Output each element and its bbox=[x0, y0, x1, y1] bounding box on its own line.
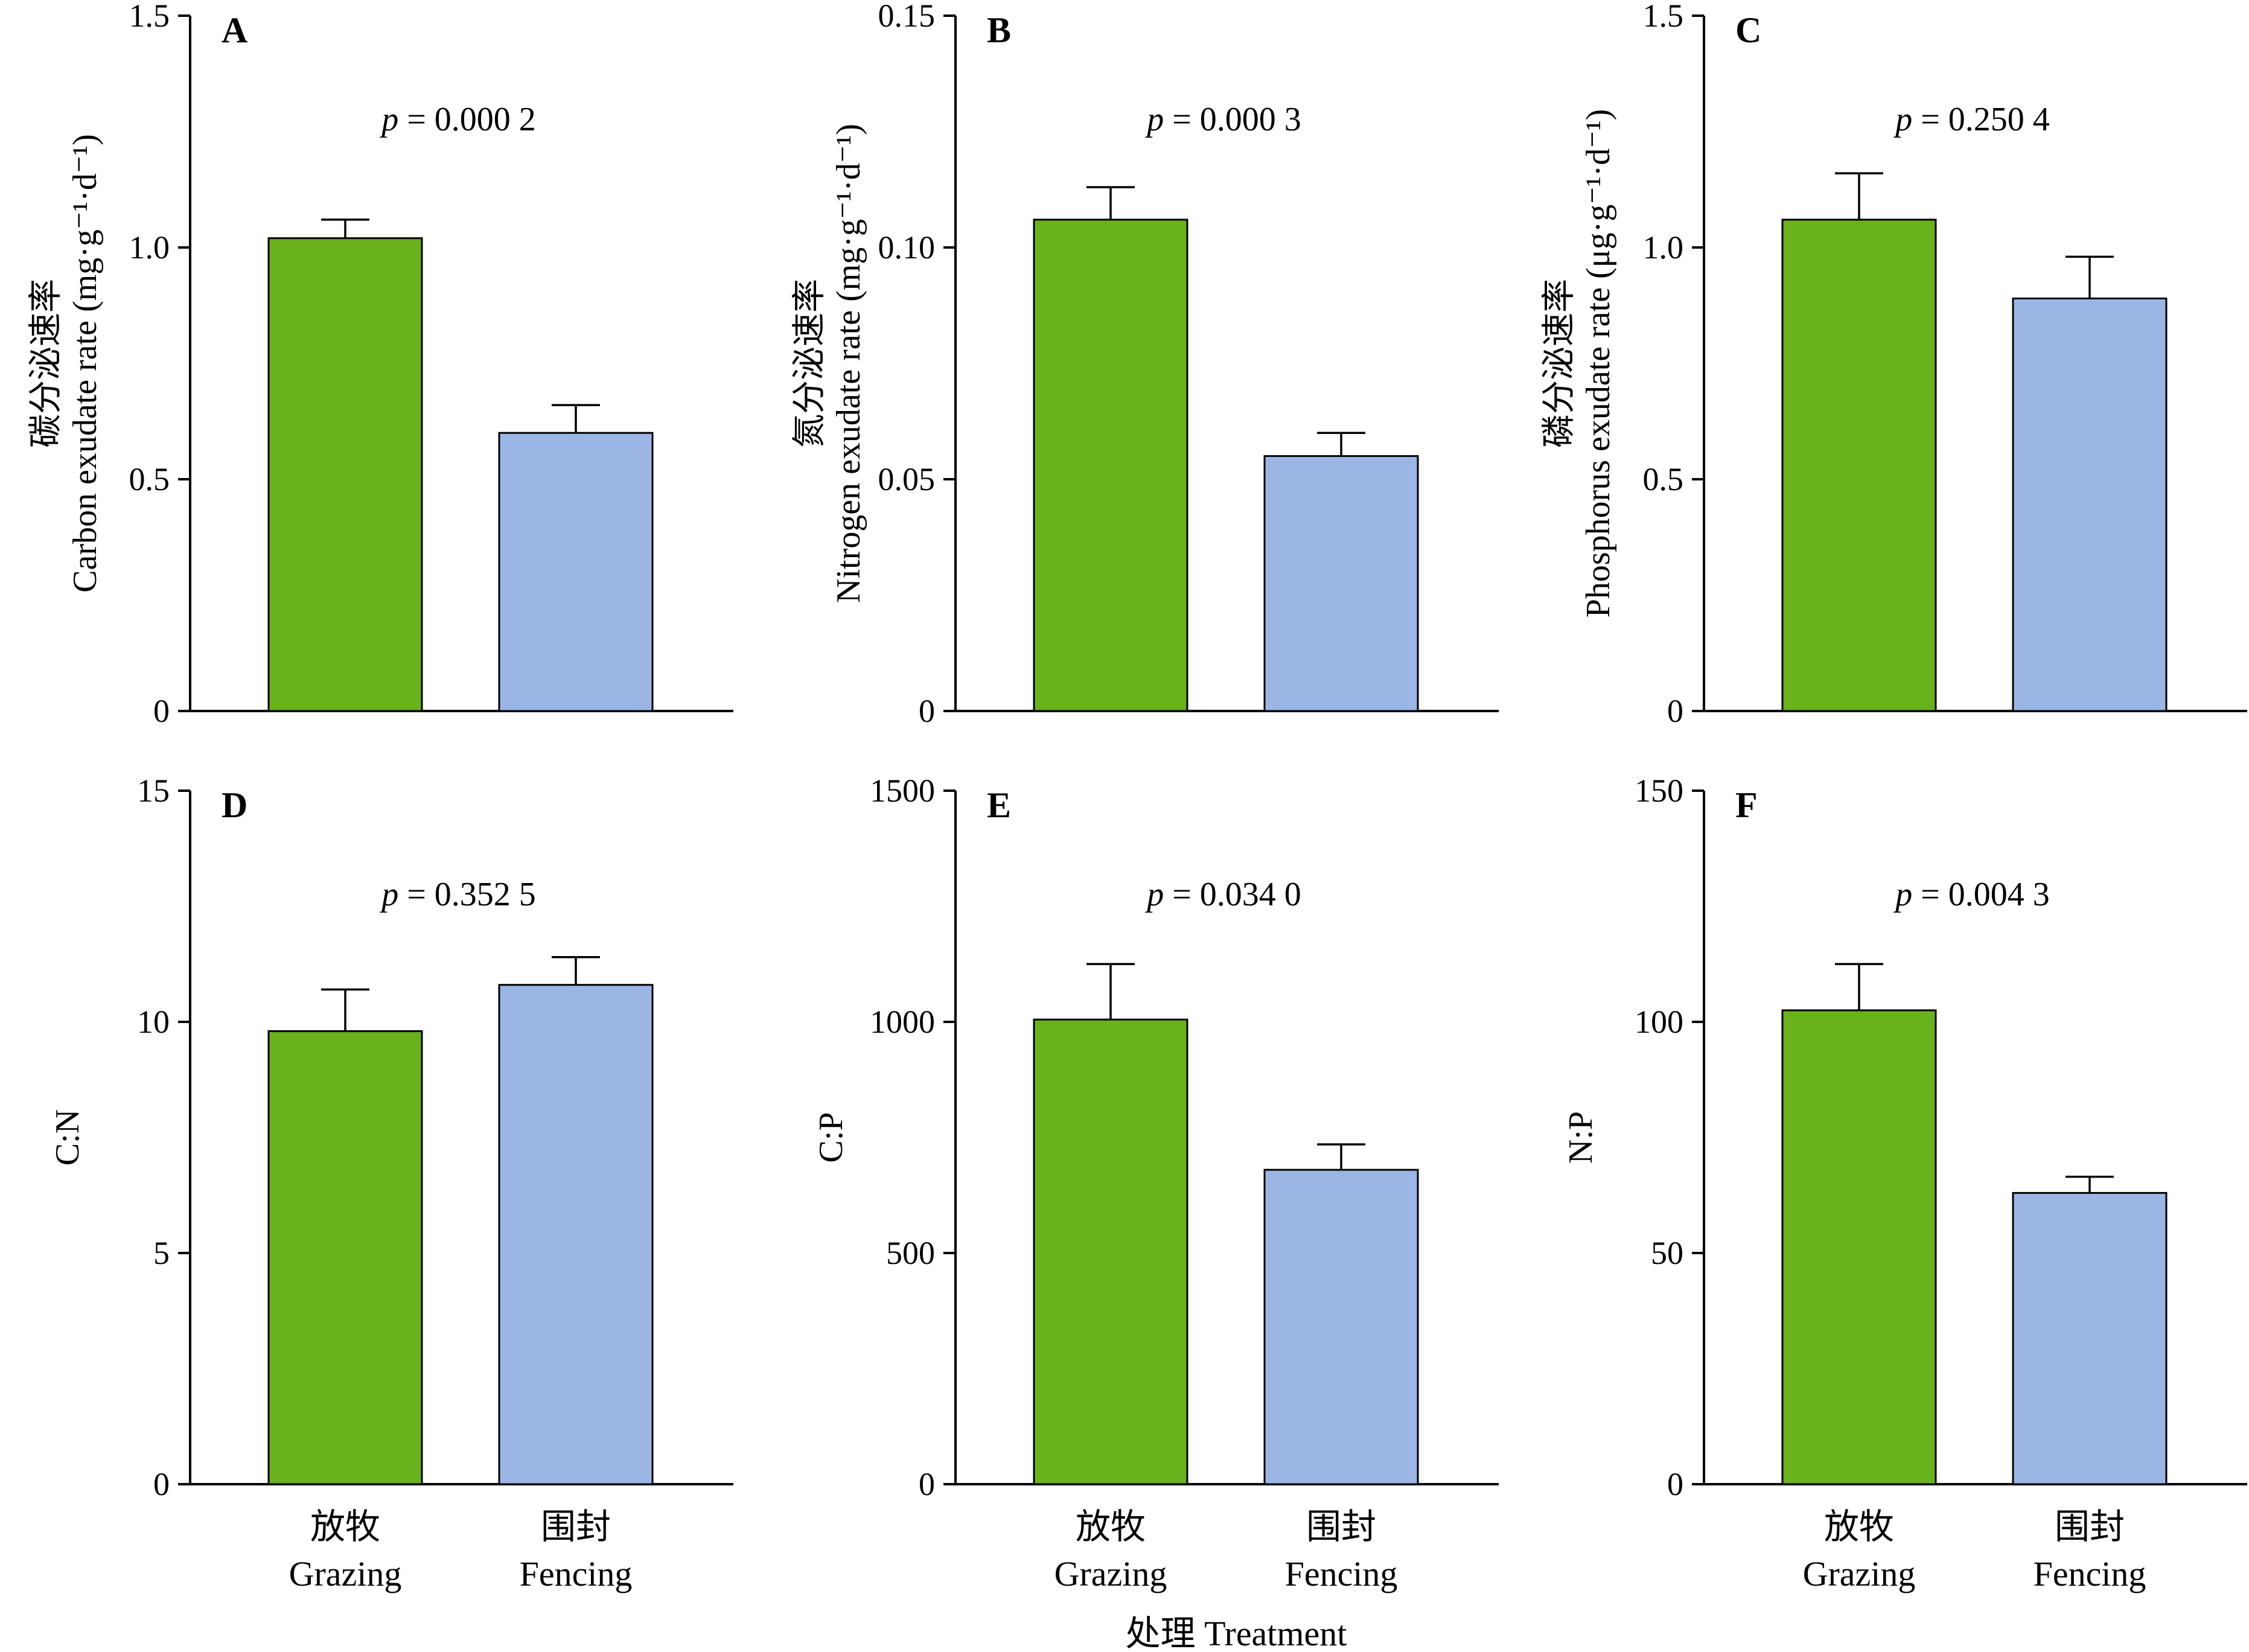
p-value: p = 0.000 2 bbox=[379, 101, 536, 138]
p-value-number: = 0.000 3 bbox=[1172, 101, 1301, 138]
p-value-number: = 0.004 3 bbox=[1921, 876, 2050, 913]
bar-grazing bbox=[1781, 1009, 1937, 1485]
bar-fencing bbox=[498, 432, 654, 712]
y-axis-label: 碳分泌速率Carbon exudate rate (mg·g⁻¹·d⁻¹) bbox=[27, 134, 103, 593]
p-value-number: = 0.000 2 bbox=[407, 101, 536, 138]
bar-fencing bbox=[1263, 455, 1419, 712]
p-symbol: p bbox=[379, 101, 407, 138]
y-axis-label: 磷分泌速率Phosphorus exudate rate (μg·g⁻¹·d⁻¹… bbox=[1540, 109, 1616, 618]
y-axis-label: N:P bbox=[1562, 1111, 1600, 1164]
p-symbol: p bbox=[1893, 101, 1921, 138]
y-tick-label: 1500 bbox=[870, 773, 935, 809]
x-category-en: Grazing bbox=[1803, 1554, 1916, 1593]
bar-fencing bbox=[1263, 1169, 1419, 1485]
panel-label: C bbox=[1735, 10, 1761, 50]
x-category-en: Grazing bbox=[289, 1554, 402, 1593]
y-tick-label: 0 bbox=[153, 1466, 170, 1502]
x-axis-title: 处理 Treatment bbox=[1126, 1614, 1347, 1652]
y-axis-label-zh: 碳分泌速率 bbox=[27, 279, 65, 448]
y-tick-label: 0.05 bbox=[878, 461, 936, 497]
x-category-en: Fencing bbox=[2034, 1554, 2146, 1593]
y-axis-label-en: Phosphorus exudate rate (μg·g⁻¹·d⁻¹) bbox=[1580, 109, 1617, 618]
bar-grazing bbox=[1033, 218, 1188, 712]
x-category-zh: 放牧 bbox=[310, 1507, 380, 1546]
p-symbol: p bbox=[1144, 876, 1172, 913]
y-axis-label-zh: 磷分泌速率 bbox=[1540, 279, 1578, 448]
bar-fencing bbox=[2012, 297, 2168, 712]
x-category-en: Fencing bbox=[1285, 1554, 1398, 1593]
y-axis-label-en: Nitrogen exudate rate (mg·g⁻¹·d⁻¹) bbox=[830, 124, 867, 603]
y-tick-label: 0 bbox=[919, 693, 935, 729]
p-symbol: p bbox=[1893, 876, 1921, 913]
y-tick-label: 0.10 bbox=[878, 229, 936, 266]
y-tick-label: 150 bbox=[1635, 773, 1683, 809]
p-value: p = 0.352 5 bbox=[379, 876, 536, 913]
p-value: p = 0.004 3 bbox=[1893, 876, 2050, 913]
y-tick-label: 5 bbox=[153, 1235, 170, 1271]
y-tick-label: 1.5 bbox=[1643, 0, 1684, 34]
panel-label: D bbox=[222, 785, 247, 825]
bar-grazing bbox=[1781, 218, 1937, 712]
bar-grazing bbox=[1033, 1018, 1188, 1485]
bar-fencing bbox=[2012, 1191, 2168, 1485]
p-value: p = 0.000 3 bbox=[1144, 101, 1301, 138]
y-axis-label: C:P bbox=[812, 1112, 850, 1162]
y-tick-label: 1.5 bbox=[129, 0, 170, 34]
y-axis-label-en: Carbon exudate rate (mg·g⁻¹·d⁻¹) bbox=[66, 134, 104, 593]
x-category-zh: 围封 bbox=[1306, 1507, 1376, 1546]
y-tick-label: 500 bbox=[886, 1235, 935, 1271]
y-axis-label-zh: 氮分泌速率 bbox=[791, 279, 828, 448]
y-tick-label: 10 bbox=[137, 1004, 170, 1040]
panel-label: B bbox=[987, 10, 1011, 50]
x-category-en: Fencing bbox=[520, 1554, 633, 1593]
p-value: p = 0.034 0 bbox=[1144, 876, 1301, 913]
y-tick-label: 0.5 bbox=[129, 461, 170, 497]
bar-grazing bbox=[267, 1030, 423, 1485]
y-tick-label: 0.15 bbox=[878, 0, 936, 34]
x-category-zh: 放牧 bbox=[1824, 1507, 1894, 1546]
y-tick-label: 100 bbox=[1635, 1004, 1683, 1040]
p-value-number: = 0.352 5 bbox=[407, 876, 536, 913]
y-axis-label: C:N bbox=[49, 1109, 86, 1166]
y-tick-label: 1.0 bbox=[1643, 229, 1684, 266]
bar-grazing bbox=[267, 237, 423, 712]
y-tick-label: 0.5 bbox=[1643, 461, 1684, 497]
y-tick-label: 50 bbox=[1651, 1235, 1683, 1271]
y-tick-label: 1.0 bbox=[129, 229, 170, 266]
p-symbol: p bbox=[379, 876, 407, 913]
y-tick-label: 0 bbox=[1667, 693, 1683, 729]
p-value: p = 0.250 4 bbox=[1893, 101, 2050, 138]
x-category-zh: 放牧 bbox=[1076, 1507, 1146, 1546]
y-tick-label: 0 bbox=[919, 1466, 935, 1502]
bar-fencing bbox=[498, 984, 654, 1485]
panel-label: A bbox=[222, 10, 247, 50]
y-tick-label: 1000 bbox=[870, 1004, 935, 1040]
y-tick-label: 0 bbox=[153, 693, 170, 729]
p-value-number: = 0.250 4 bbox=[1921, 101, 2050, 138]
panel-label: E bbox=[987, 785, 1011, 825]
x-category-zh: 围封 bbox=[2055, 1507, 2125, 1546]
x-category-en: Grazing bbox=[1054, 1554, 1167, 1593]
panel-label: F bbox=[1735, 785, 1758, 825]
p-value-number: = 0.034 0 bbox=[1172, 876, 1301, 913]
y-tick-label: 0 bbox=[1667, 1466, 1683, 1502]
p-symbol: p bbox=[1144, 101, 1172, 138]
y-axis-label: 氮分泌速率Nitrogen exudate rate (mg·g⁻¹·d⁻¹) bbox=[791, 124, 867, 603]
x-category-zh: 围封 bbox=[541, 1507, 611, 1546]
y-tick-label: 15 bbox=[137, 773, 170, 809]
